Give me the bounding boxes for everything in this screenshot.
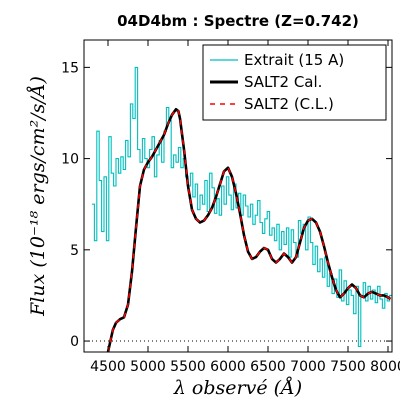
x-tick-label-6: 7500 [330, 359, 366, 375]
y-tick-label-1: 5 [70, 243, 79, 259]
series-line-0 [92, 66, 392, 348]
y-tick-label-3: 15 [61, 60, 79, 76]
chart-title: 04D4bm : Spectre (Z=0.742) [117, 12, 359, 30]
x-tick-label-5: 7000 [290, 359, 326, 375]
plot-frame [83, 39, 393, 353]
legend-label-extrait: Extrait (15 A) [244, 51, 344, 69]
x-tick-label-3: 6000 [210, 359, 246, 375]
y-tick-label-0: 0 [70, 334, 79, 350]
series-line-2 [107, 108, 391, 352]
x-axis-label: λ observé (Å) [173, 377, 302, 399]
x-tick-label-0: 4500 [90, 359, 126, 375]
y-axis: 0 5 10 15 [61, 60, 392, 350]
plot-area [83, 39, 393, 353]
legend: Extrait (15 A) SALT2 Cal. SALT2 (C.L.) [202, 44, 387, 121]
y-axis-label: Flux (10⁻¹⁸ ergs/cm²/s/Å) [27, 76, 49, 317]
legend-label-salt2-cl: SALT2 (C.L.) [244, 95, 334, 113]
series-layer [84, 66, 392, 352]
x-tick-label-2: 5500 [170, 359, 206, 375]
legend-label-salt2-cal: SALT2 Cal. [244, 73, 322, 91]
x-tick-label-4: 6500 [250, 359, 286, 375]
y-tick-label-2: 10 [61, 152, 79, 168]
x-tick-label-1: 5000 [130, 359, 166, 375]
series-line-1 [106, 108, 392, 352]
